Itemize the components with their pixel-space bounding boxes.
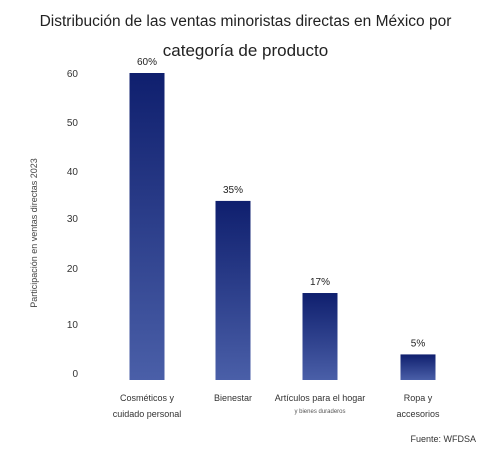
y-tick-label: 0 <box>72 369 78 380</box>
bar <box>302 293 338 380</box>
y-tick-label: 20 <box>67 264 79 275</box>
category-sublabel: y bienes duraderos <box>294 409 345 415</box>
y-tick-label: 60 <box>67 69 79 80</box>
data-label: 5% <box>411 338 426 349</box>
category-label: Artículos para el hogar <box>275 393 366 403</box>
chart-title-line-1: Distribución de las ventas minoristas di… <box>39 13 452 30</box>
data-label: 17% <box>310 277 330 288</box>
category-label: Bienestar <box>214 393 252 403</box>
y-tick-label: 30 <box>67 214 79 225</box>
y-tick-label: 10 <box>67 320 79 331</box>
bar <box>129 73 165 380</box>
y-tick-label: 40 <box>67 167 79 178</box>
category-label: accesorios <box>396 409 440 419</box>
source-note: Fuente: WFDSA <box>410 434 476 444</box>
category-label: Cosméticos y <box>120 393 175 403</box>
y-axis-label: Participación en ventas directas 2023 <box>29 158 39 308</box>
chart-title-line-2: categoría de producto <box>162 41 329 60</box>
bar <box>400 354 436 380</box>
y-tick-label: 50 <box>67 118 79 129</box>
data-label: 60% <box>137 57 157 68</box>
data-label: 35% <box>223 185 243 196</box>
category-label: cuidado personal <box>113 409 182 419</box>
category-label: Ropa y <box>404 393 433 403</box>
bar <box>215 200 251 380</box>
